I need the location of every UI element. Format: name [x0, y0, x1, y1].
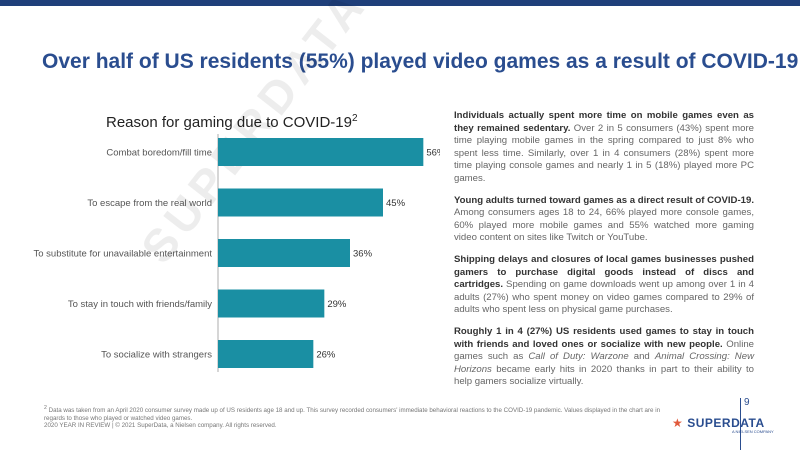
body-paragraph: Roughly 1 in 4 (27%) US residents used g… [454, 326, 754, 389]
value-label: 45% [386, 198, 406, 209]
category-label: To stay in touch with friends/family [68, 299, 212, 310]
star-icon: ★ [672, 416, 683, 430]
top-accent-bar [0, 0, 800, 6]
paragraph-lead: Young adults turned toward games as a di… [454, 194, 754, 206]
footnote: 2 Data was taken from an April 2020 cons… [44, 404, 664, 423]
paragraph-text: Over 2 in 5 consumers (43%) spent more t… [454, 122, 754, 184]
value-label: 26% [316, 350, 336, 361]
chart-title-footnote-marker: 2 [351, 113, 358, 124]
value-label: 36% [353, 249, 373, 260]
page-number: 9 [744, 397, 750, 408]
chart-title: Reason for gaming due to COVID-192 [106, 113, 358, 131]
body-paragraph: Individuals actually spent more time on … [454, 110, 754, 186]
game-title: Animal Crossing: New Horizons [454, 351, 754, 375]
category-label: Combat boredom/fill time [106, 148, 212, 159]
paragraph-text: Among consumers ages 18 to 24, 66% playe… [454, 207, 754, 244]
footnote-text: Data was taken from an April 2020 consum… [44, 407, 661, 423]
category-label: To escape from the real world [87, 198, 212, 209]
copyright-text: 2020 YEAR IN REVIEW | © 2021 SuperData, … [44, 422, 277, 429]
paragraph-text: became early hits in 2020 thanks in part… [454, 363, 754, 388]
bar [218, 340, 314, 368]
bar [218, 188, 383, 217]
paragraph-lead: Shipping delays and closures of local ga… [454, 253, 754, 291]
bar [218, 239, 350, 267]
body-text-column: Individuals actually spent more time on … [454, 110, 754, 398]
paragraph-text: Spending on game downloads went up among… [454, 279, 754, 316]
footnote-marker: 2 [44, 405, 47, 411]
paragraph-text: and [628, 351, 655, 363]
category-label: To substitute for unavailable entertainm… [34, 249, 213, 260]
body-paragraph: Shipping delays and closures of local ga… [454, 254, 754, 317]
page-title: Over half of US residents (55%) played v… [42, 50, 799, 73]
chart-title-text: Reason for gaming due to COVID-19 [106, 114, 352, 131]
value-label: 56% [426, 148, 440, 159]
bar [218, 289, 325, 318]
logo-subtext: A NIELSEN COMPANY [732, 429, 774, 434]
paragraph-lead: Individuals actually spent more time on … [454, 110, 754, 134]
category-label: To socialize with strangers [101, 350, 212, 361]
logo-wordmark: SUPERDATA [687, 416, 765, 430]
superdata-logo: ★ SUPERDATA A NIELSEN COMPANY [672, 414, 774, 434]
game-title: Call of Duty: Warzone [528, 351, 629, 363]
bar-chart: Combat boredom/fill time 56% To escape fro… [34, 134, 440, 372]
paragraph-text: Online games such as [454, 338, 754, 363]
paragraph-lead: Roughly 1 in 4 (27%) US residents used g… [454, 325, 754, 350]
bar [218, 138, 424, 166]
value-label: 29% [327, 299, 347, 310]
body-paragraph: Young adults turned toward games as a di… [454, 195, 754, 245]
page-number-divider [740, 398, 741, 450]
